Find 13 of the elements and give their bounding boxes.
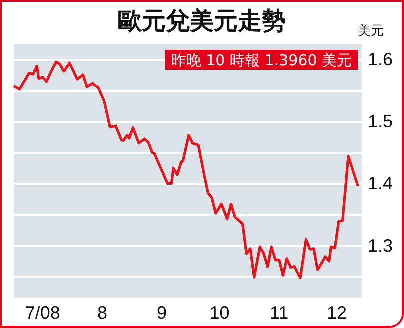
annotation: 昨晚 10 時報 1.3960 美元 [171,52,352,70]
x-tick-label: 9 [157,303,168,323]
x-tick-label: 12 [326,303,348,323]
x-tick-label: 10 [210,303,230,323]
y-axis-title: 美元 [358,23,384,39]
x-tick-label: 7/08 [25,303,60,323]
y-tick-label: 1.3 [368,236,394,256]
y-tick-label: 1.6 [368,50,394,70]
x-tick-label: 11 [270,303,289,323]
y-tick-label: 1.5 [368,112,394,132]
y-tick-label: 1.4 [368,174,394,194]
chart-title: 歐元兌美元走勢 [118,7,286,35]
x-tick-label: 8 [97,303,108,323]
